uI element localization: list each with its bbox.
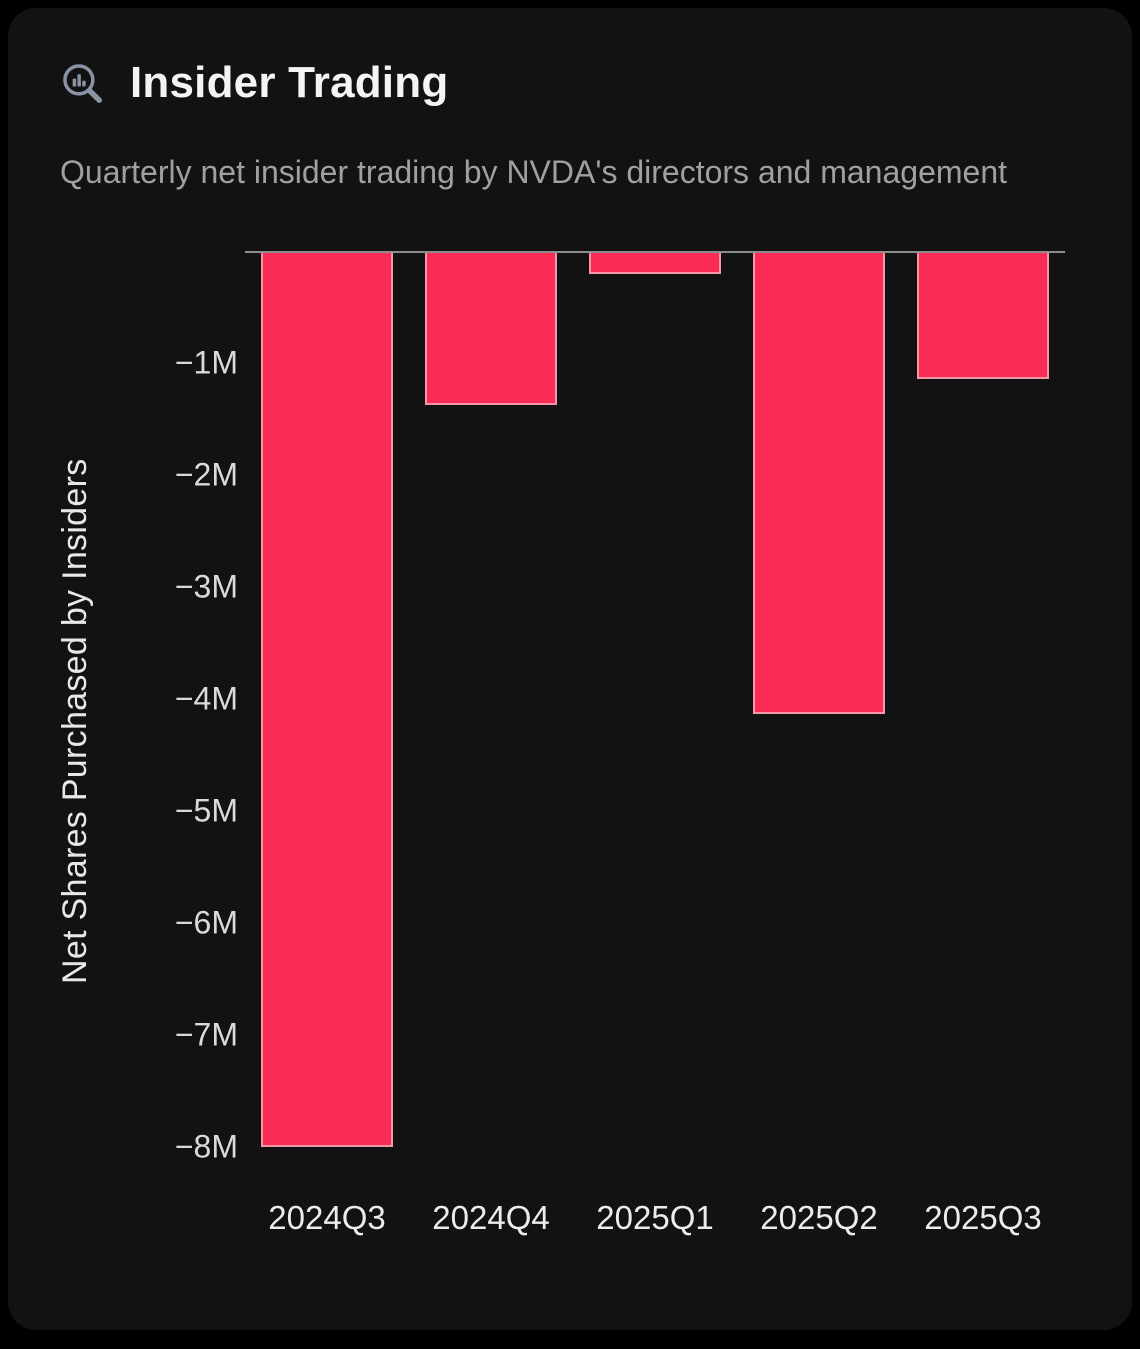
y-tick-label: −2M: [174, 456, 238, 493]
y-tick-label: −1M: [174, 344, 238, 381]
x-tick-label: 2024Q3: [268, 1199, 386, 1237]
y-tick-label: −8M: [174, 1128, 238, 1165]
plot-area: [245, 251, 1065, 1191]
y-tick-label: −6M: [174, 904, 238, 941]
magnifier-bar-chart-icon: [60, 61, 104, 105]
bar-2024Q4[interactable]: [425, 251, 557, 405]
card-title: Insider Trading: [130, 58, 449, 107]
x-tick-label: 2025Q1: [596, 1199, 714, 1237]
x-tick-label: 2025Q2: [760, 1199, 878, 1237]
card-subtitle: Quarterly net insider trading by NVDA's …: [60, 154, 1007, 190]
y-tick-label: −5M: [174, 792, 238, 829]
x-tick-label: 2025Q3: [924, 1199, 1042, 1237]
card-header: Insider Trading: [8, 58, 1132, 108]
bar-2024Q3[interactable]: [261, 251, 393, 1147]
insider-trading-card: Insider Trading Quarterly net insider tr…: [8, 8, 1132, 1330]
x-axis-tick-labels: 2024Q3 2024Q4 2025Q1 2025Q2 2025Q3: [245, 1199, 1065, 1237]
bar-2025Q1[interactable]: [589, 251, 721, 274]
y-axis-tick-labels: −1M −2M −3M −4M −5M −6M −7M −8M: [8, 251, 238, 1191]
insider-trading-chart: Net Shares Purchased by Insiders −1M −2M −…: [8, 251, 1132, 1261]
y-tick-label: −4M: [174, 680, 238, 717]
x-tick-label: 2024Q4: [432, 1199, 550, 1237]
y-tick-label: −3M: [174, 568, 238, 605]
bar-2025Q3[interactable]: [917, 251, 1049, 379]
y-tick-label: −7M: [174, 1016, 238, 1053]
zero-axis-line: [245, 251, 1065, 254]
bar-2025Q2[interactable]: [753, 251, 885, 714]
